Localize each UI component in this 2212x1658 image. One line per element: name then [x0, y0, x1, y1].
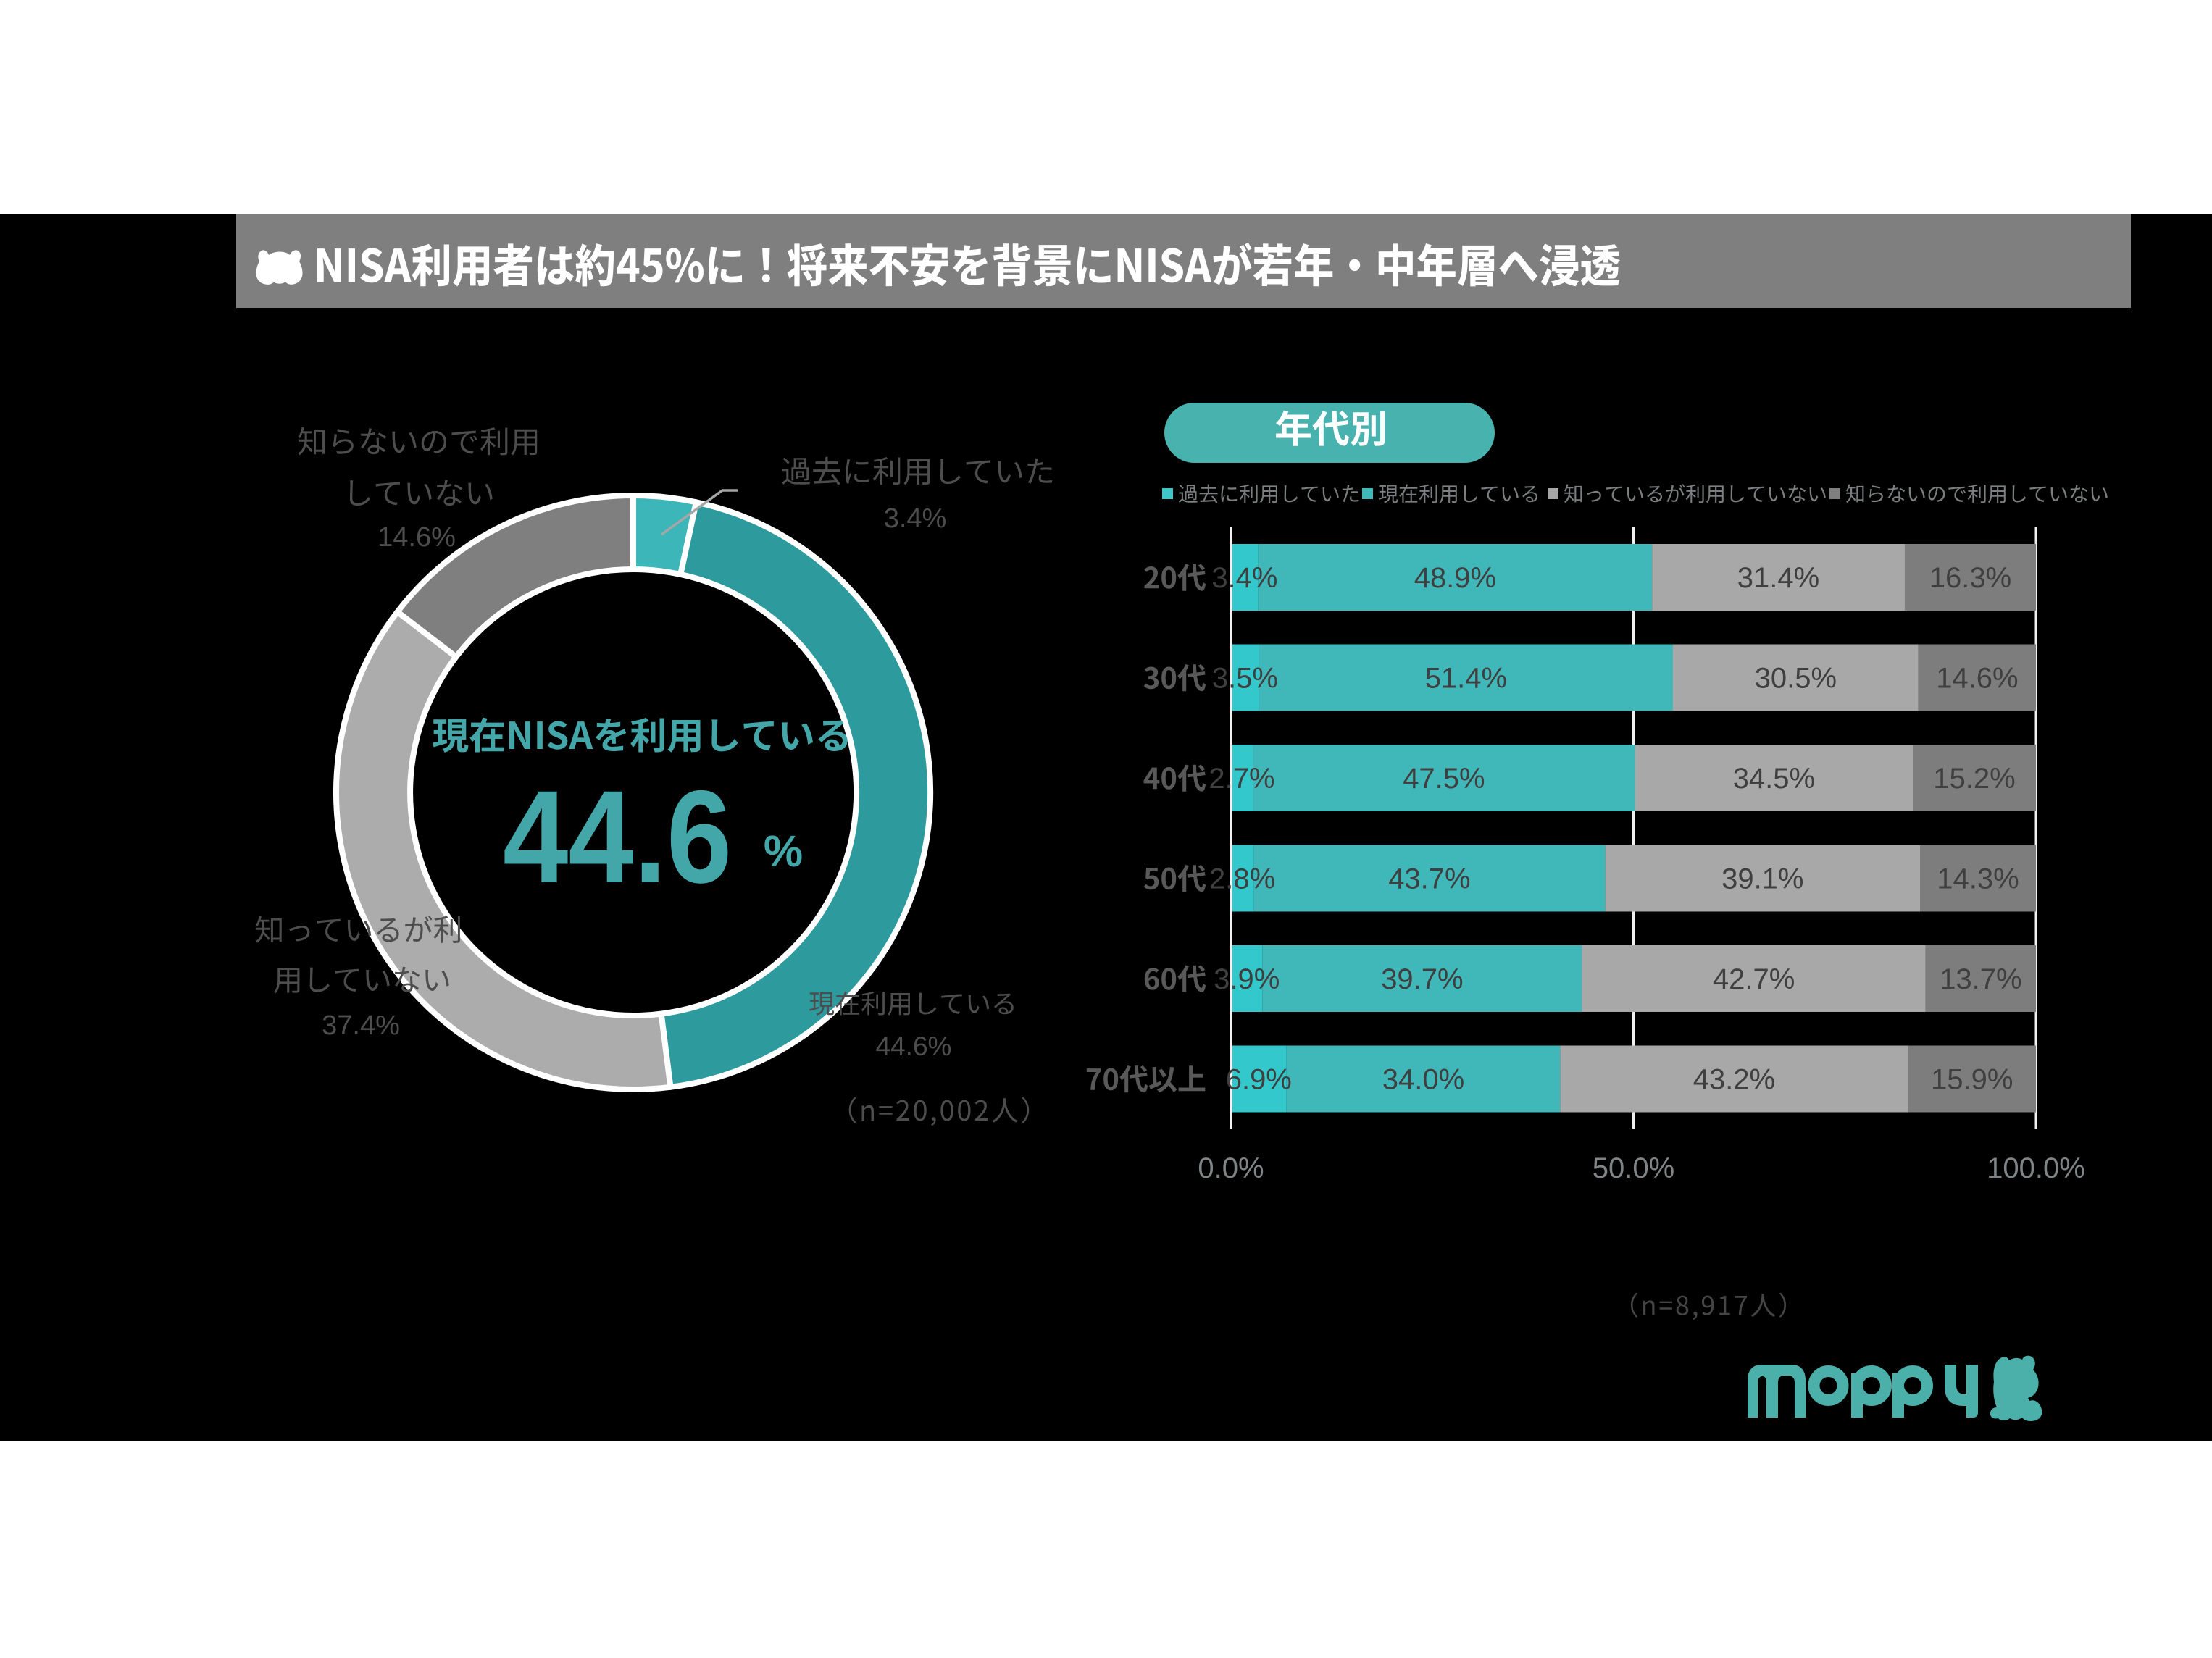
svg-text:37.4%: 37.4%	[322, 1010, 400, 1041]
svg-text:2.8%: 2.8%	[1209, 863, 1275, 895]
svg-text:3.5%: 3.5%	[1212, 662, 1278, 694]
svg-text:3.4%: 3.4%	[1211, 562, 1277, 594]
svg-text:30.5%: 30.5%	[1755, 662, 1837, 694]
svg-text:34.5%: 34.5%	[1733, 763, 1815, 795]
svg-text:3.4%: 3.4%	[884, 503, 947, 534]
svg-text:15.2%: 15.2%	[1933, 763, 2015, 795]
svg-text:31.4%: 31.4%	[1737, 562, 1819, 594]
svg-text:14.6%: 14.6%	[377, 522, 456, 553]
svg-text:14.6%: 14.6%	[1936, 662, 2018, 694]
svg-text:%: %	[764, 826, 803, 876]
svg-text:43.2%: 43.2%	[1693, 1063, 1775, 1095]
svg-text:2.7%: 2.7%	[1209, 763, 1274, 795]
svg-text:42.7%: 42.7%	[1713, 963, 1795, 995]
svg-text:100.0%: 100.0%	[1987, 1152, 2085, 1184]
svg-text:13.7%: 13.7%	[1940, 963, 2021, 995]
svg-text:44.6: 44.6	[503, 763, 732, 910]
svg-text:16.3%: 16.3%	[1929, 562, 2011, 594]
svg-text:43.7%: 43.7%	[1388, 863, 1470, 895]
svg-text:39.1%: 39.1%	[1721, 863, 1803, 895]
svg-text:51.4%: 51.4%	[1425, 662, 1507, 694]
svg-text:14.3%: 14.3%	[1937, 863, 2019, 895]
svg-text:6.9%: 6.9%	[1226, 1063, 1292, 1095]
svg-text:39.7%: 39.7%	[1381, 963, 1463, 995]
svg-text:47.5%: 47.5%	[1403, 763, 1485, 795]
svg-text:50.0%: 50.0%	[1593, 1152, 1674, 1184]
svg-text:3.9%: 3.9%	[1214, 963, 1280, 995]
svg-text:0.0%: 0.0%	[1198, 1152, 1264, 1184]
svg-text:48.9%: 48.9%	[1414, 562, 1496, 594]
svg-text:44.6%: 44.6%	[876, 1031, 952, 1061]
svg-text:15.9%: 15.9%	[1931, 1063, 2013, 1095]
svg-text:34.0%: 34.0%	[1382, 1063, 1464, 1095]
